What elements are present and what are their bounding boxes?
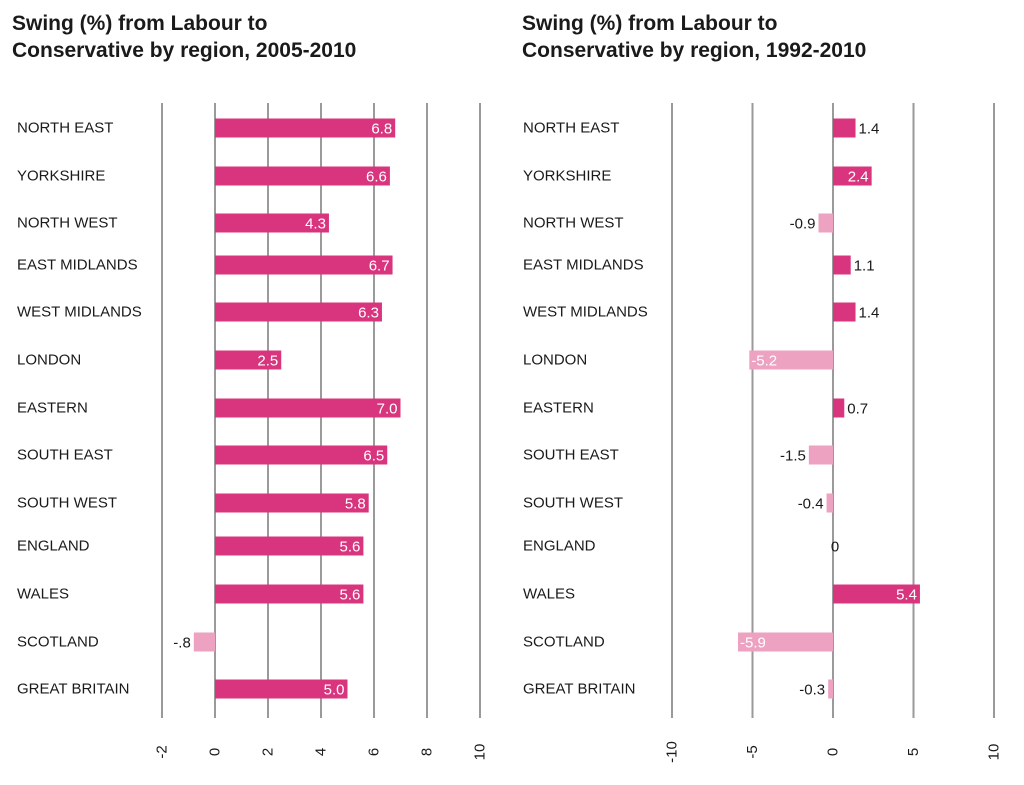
- data-label: 1.4: [859, 305, 880, 322]
- x-tick-label: 6: [366, 748, 383, 756]
- category-label: SCOTLAND: [523, 634, 605, 651]
- bar: [833, 584, 920, 604]
- bar: [215, 679, 348, 699]
- bar: [215, 302, 382, 322]
- category-label: GREAT BRITAIN: [523, 681, 636, 698]
- bar: [215, 445, 388, 465]
- bar: [833, 255, 851, 275]
- category-label: SOUTH WEST: [523, 495, 623, 512]
- category-label: SOUTH EAST: [17, 447, 113, 464]
- bar: [833, 302, 856, 322]
- data-label: 6.7: [369, 258, 390, 275]
- data-label: 5.6: [340, 587, 361, 604]
- bar: [833, 118, 856, 138]
- category-label: ENGLAND: [17, 538, 90, 555]
- bar: [826, 493, 833, 513]
- bar: [738, 632, 833, 652]
- bar: [808, 445, 833, 465]
- bar: [215, 118, 396, 138]
- data-label: 2.4: [848, 169, 869, 186]
- data-label: 5.0: [324, 682, 345, 699]
- x-tick-label: 0: [207, 748, 224, 756]
- data-label: 2.5: [257, 353, 278, 370]
- bar: [215, 584, 364, 604]
- data-label: 6.6: [366, 169, 387, 186]
- x-tick-label: 10: [472, 744, 489, 761]
- category-label: NORTH EAST: [523, 120, 619, 137]
- category-label: YORKSHIRE: [17, 168, 105, 185]
- data-label: -0.3: [799, 682, 825, 699]
- x-tick-label: 2: [260, 748, 277, 756]
- chart-title-1992-2010: Swing (%) from Labour to Conservative by…: [522, 10, 866, 64]
- chart-title-line: Swing (%) from Labour to: [522, 12, 778, 35]
- x-tick-label: -5: [744, 745, 761, 758]
- x-tick-label: 10: [986, 744, 1003, 761]
- category-label: SOUTH WEST: [17, 495, 117, 512]
- bar: [215, 350, 282, 370]
- x-tick-label: 4: [313, 748, 330, 756]
- data-label: 5.4: [896, 587, 917, 604]
- bar: [833, 398, 845, 418]
- category-label: WEST MIDLANDS: [523, 304, 648, 321]
- data-label: -0.4: [798, 496, 824, 513]
- data-label: 5.8: [345, 496, 366, 513]
- category-label: EAST MIDLANDS: [17, 257, 138, 274]
- data-label: 5.6: [340, 539, 361, 556]
- data-label: -0.9: [790, 216, 816, 233]
- category-label: NORTH EAST: [17, 120, 113, 137]
- category-label: NORTH WEST: [523, 215, 624, 232]
- bar: [215, 255, 393, 275]
- data-label: 1.1: [854, 258, 875, 275]
- bar: [215, 493, 369, 513]
- category-label: LONDON: [523, 352, 587, 369]
- data-label: 7.0: [377, 401, 398, 418]
- bar: [215, 536, 364, 556]
- category-label: NORTH WEST: [17, 215, 118, 232]
- data-label: 6.8: [371, 121, 392, 138]
- data-label: -5.9: [740, 635, 766, 652]
- data-label: 0: [831, 539, 839, 556]
- data-label: 6.3: [358, 305, 379, 322]
- x-tick-label: 0: [825, 748, 842, 756]
- category-label: EASTERN: [17, 400, 88, 417]
- bar: [193, 632, 215, 652]
- x-tick-label: -10: [664, 741, 681, 763]
- bar: [818, 213, 833, 233]
- chart-title-2005-2010: Swing (%) from Labour to Conservative by…: [12, 10, 356, 64]
- chart-title-line: Conservative by region, 1992-2010: [522, 39, 867, 62]
- category-label: EASTERN: [523, 400, 594, 417]
- data-label: 0.7: [847, 401, 868, 418]
- data-label: 6.5: [363, 448, 384, 465]
- data-label: 4.3: [305, 216, 326, 233]
- category-label: WALES: [17, 586, 69, 603]
- data-label: -.8: [173, 635, 191, 652]
- bar: [833, 166, 872, 186]
- bar: [749, 350, 833, 370]
- category-label: YORKSHIRE: [523, 168, 611, 185]
- category-label: EAST MIDLANDS: [523, 257, 644, 274]
- data-label: 1.4: [859, 121, 880, 138]
- bar: [828, 679, 833, 699]
- x-tick-label: 8: [419, 748, 436, 756]
- chart-title-line: Swing (%) from Labour to: [12, 12, 268, 35]
- data-label: -5.2: [751, 353, 777, 370]
- x-tick-label: 5: [905, 748, 922, 756]
- bar: [215, 213, 329, 233]
- chart-title-line: Conservative by region, 2005-2010: [12, 39, 357, 62]
- category-label: LONDON: [17, 352, 81, 369]
- x-tick-label: -2: [154, 745, 171, 758]
- data-label: -1.5: [780, 448, 806, 465]
- category-label: SOUTH EAST: [523, 447, 619, 464]
- category-label: GREAT BRITAIN: [17, 681, 130, 698]
- bar: [215, 166, 390, 186]
- category-label: WEST MIDLANDS: [17, 304, 142, 321]
- bar: [215, 398, 401, 418]
- category-label: WALES: [523, 586, 575, 603]
- category-label: SCOTLAND: [17, 634, 99, 651]
- category-label: ENGLAND: [523, 538, 596, 555]
